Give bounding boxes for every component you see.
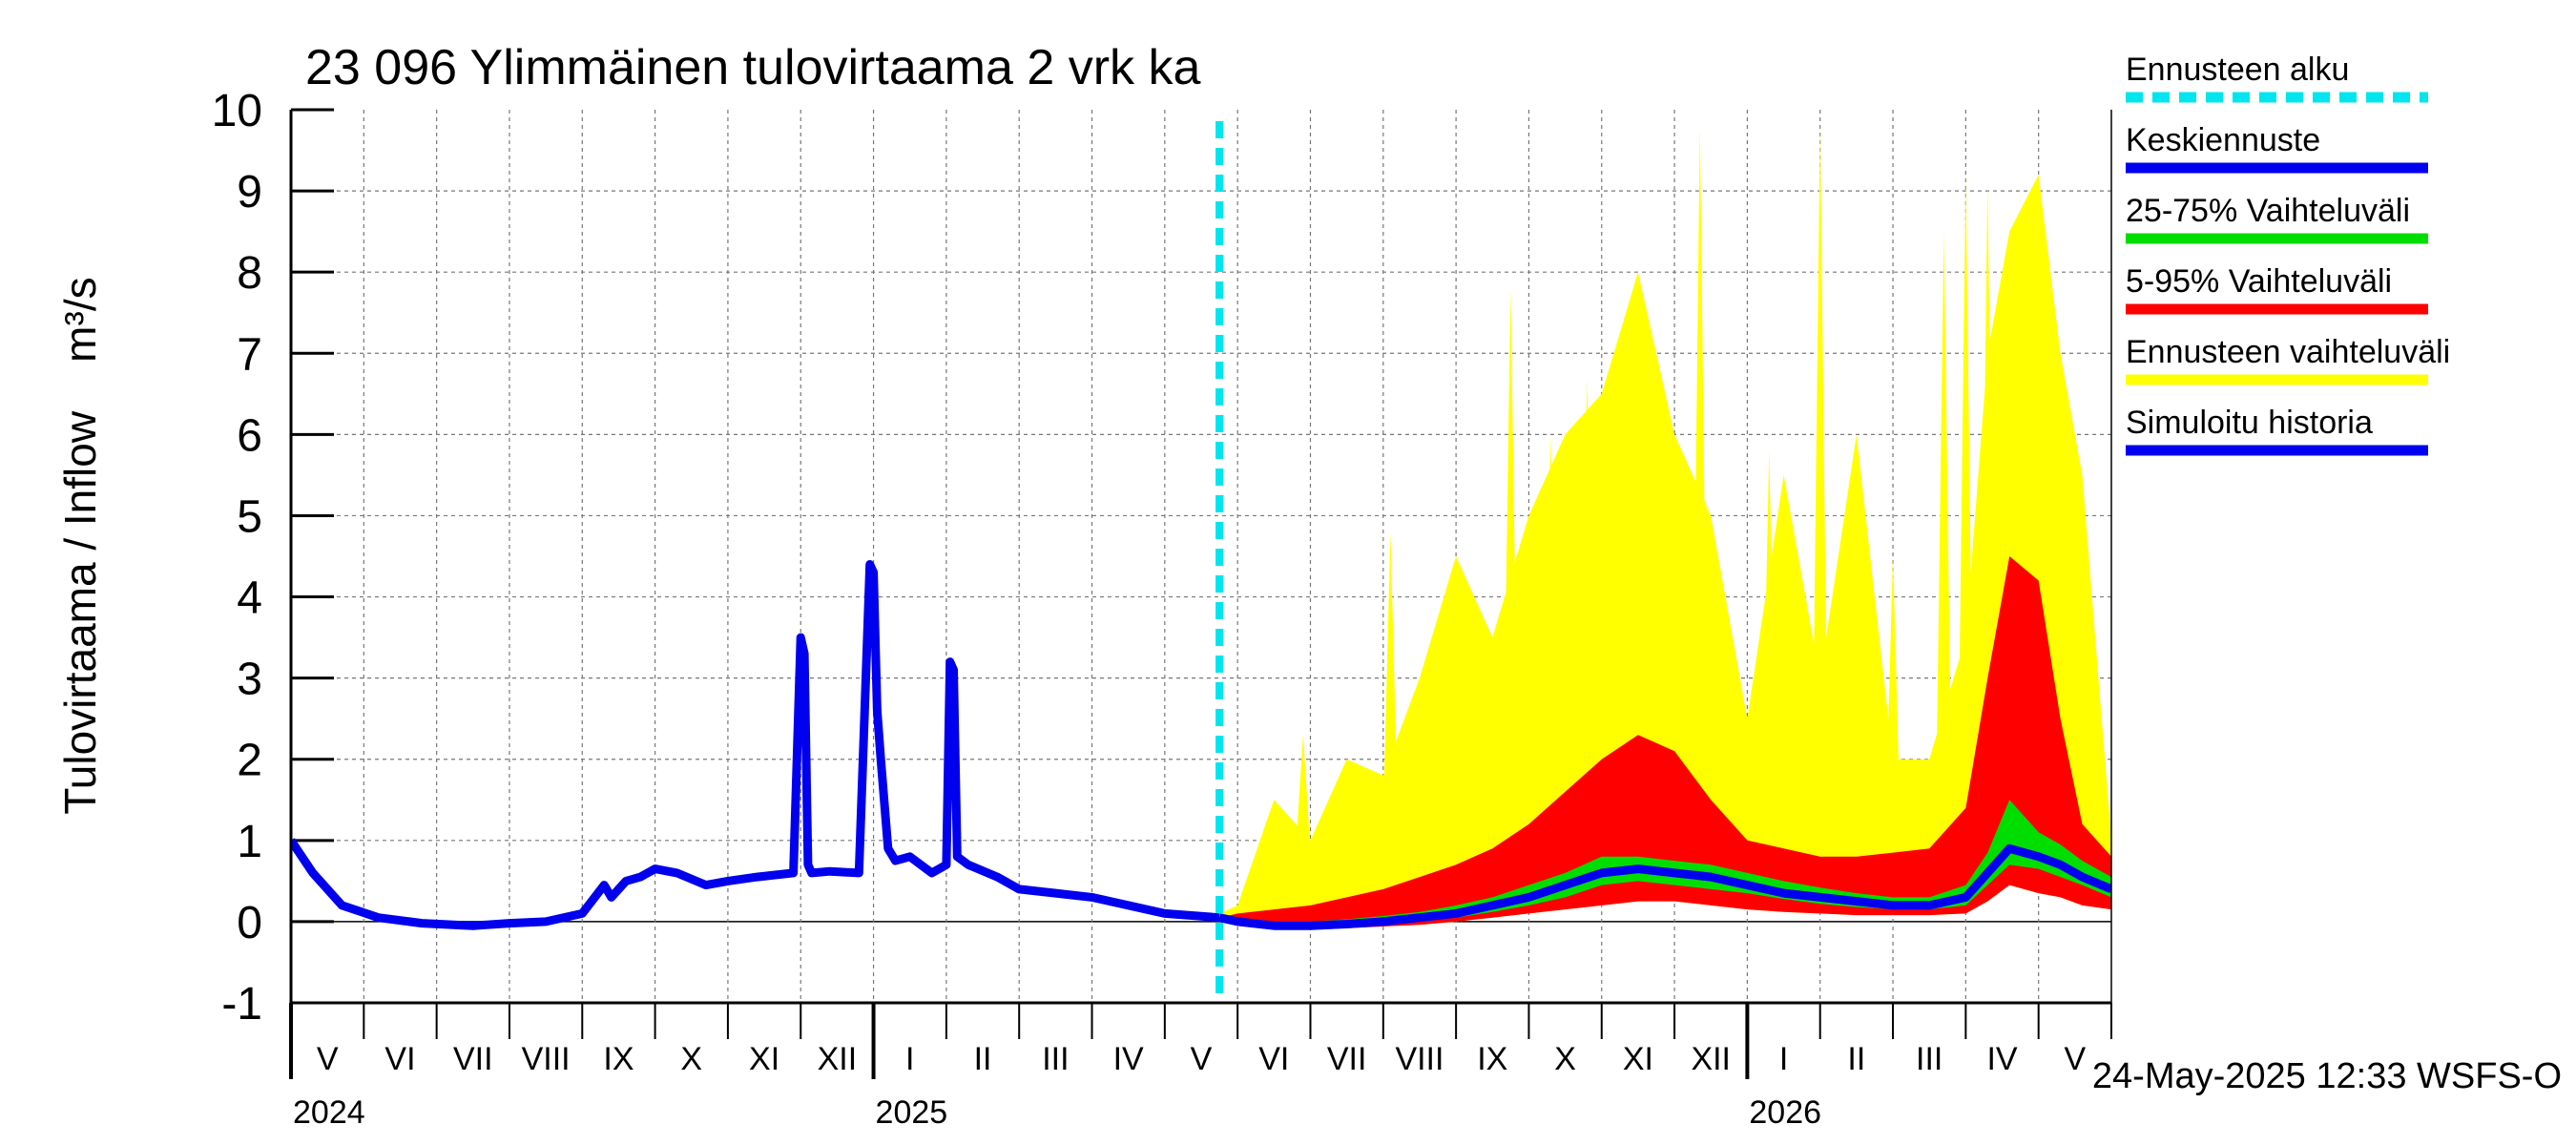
y-tick-label: 7: [237, 329, 262, 380]
forecast-spike: [1564, 499, 1582, 873]
month-label: VII: [453, 1041, 493, 1077]
forecast-spike: [1883, 556, 1902, 873]
forecast-spike: [1811, 126, 1829, 873]
month-label: I: [905, 1041, 914, 1077]
series-layer: [291, 126, 2111, 930]
chart-title: 23 096 Ylimmäinen tulovirtaama 2 vrk ka: [305, 40, 1200, 95]
year-label: 2025: [876, 1094, 948, 1131]
forecast-spike: [1502, 288, 1520, 873]
y-tick-label: 10: [212, 86, 262, 136]
forecast-spike: [1542, 434, 1560, 873]
month-label: IV: [1986, 1041, 2017, 1077]
month-label: IV: [1113, 1041, 1144, 1077]
forecast-spike: [1935, 231, 1953, 873]
forecast-spike: [1294, 735, 1313, 873]
month-label: XI: [1623, 1041, 1653, 1077]
x-axis-labels: V VI VII VIII IX X XI XII I II III IV V VI VII VIII IX X X…: [289, 1003, 2112, 1131]
month-label: VIII: [522, 1041, 571, 1077]
legend-label: 5-95% Vaihteluväli: [2126, 263, 2392, 300]
month-label: XII: [818, 1041, 858, 1077]
month-label: VI: [384, 1041, 415, 1077]
y-tick-label: 6: [237, 410, 262, 461]
year-label: 2024: [293, 1094, 365, 1131]
forecast-spike: [1840, 718, 1859, 873]
month-label: V: [317, 1041, 339, 1077]
legend-label: Simuloitu historia: [2126, 405, 2373, 441]
median-forecast-line: [1218, 843, 2111, 930]
month-label: IX: [603, 1041, 634, 1077]
forecast-spike: [1760, 450, 1778, 873]
y-tick-label: 4: [237, 573, 262, 624]
y-tick-label: 8: [237, 248, 262, 299]
band-25-75: [1219, 800, 2111, 927]
forecast-spike: [1330, 800, 1349, 873]
forecast-spike: [1396, 783, 1414, 873]
y-tick-label: 9: [237, 167, 262, 218]
legend-label: Ennusteen vaihteluväli: [2126, 334, 2450, 370]
month-label: X: [1554, 1041, 1576, 1077]
month-label: V: [2064, 1041, 2086, 1077]
month-label: XI: [749, 1041, 779, 1077]
y-tick-label: -1: [221, 979, 262, 1030]
month-label: III: [1042, 1041, 1069, 1077]
month-label: VI: [1258, 1041, 1289, 1077]
legend-label: Ennusteen alku: [2126, 52, 2349, 88]
forecast-spike: [1691, 126, 1709, 873]
month-label: II: [974, 1041, 992, 1077]
forecast-spike: [1957, 175, 1975, 873]
month-label: XII: [1691, 1041, 1731, 1077]
y-tick-label: 1: [237, 817, 262, 867]
timestamp: 24-May-2025 12:33 WSFS-O: [2092, 1056, 2562, 1096]
y-tick-label: 0: [237, 898, 262, 948]
month-label: IX: [1477, 1041, 1507, 1077]
month-label: II: [1847, 1041, 1865, 1077]
year-label: 2026: [1749, 1094, 1821, 1131]
forecast-spike: [1578, 377, 1596, 873]
legend: Ennusteen alku Keskiennuste 25-75% Vaihtel…: [2126, 52, 2450, 456]
month-label: I: [1779, 1041, 1788, 1077]
forecast-spike: [1618, 312, 1636, 873]
month-label: V: [1191, 1041, 1213, 1077]
forecast-spike: [1381, 531, 1400, 873]
legend-label: 25-75% Vaihteluväli: [2126, 193, 2410, 229]
legend-label: Keskiennuste: [2126, 122, 2320, 158]
month-label: X: [680, 1041, 702, 1077]
month-label: VII: [1327, 1041, 1367, 1077]
y-tick-label: 5: [237, 491, 262, 542]
month-label: VIII: [1395, 1041, 1444, 1077]
axes: [289, 110, 2112, 1005]
y-tick-label: 2: [237, 736, 262, 786]
y-tick-label: 3: [237, 655, 262, 705]
y-axis-label: Tulovirtaama / Inflow m³/s: [55, 277, 105, 814]
simulated-history-line: [291, 560, 1220, 930]
month-label: III: [1916, 1041, 1942, 1077]
band-5-95: [1219, 556, 2111, 930]
